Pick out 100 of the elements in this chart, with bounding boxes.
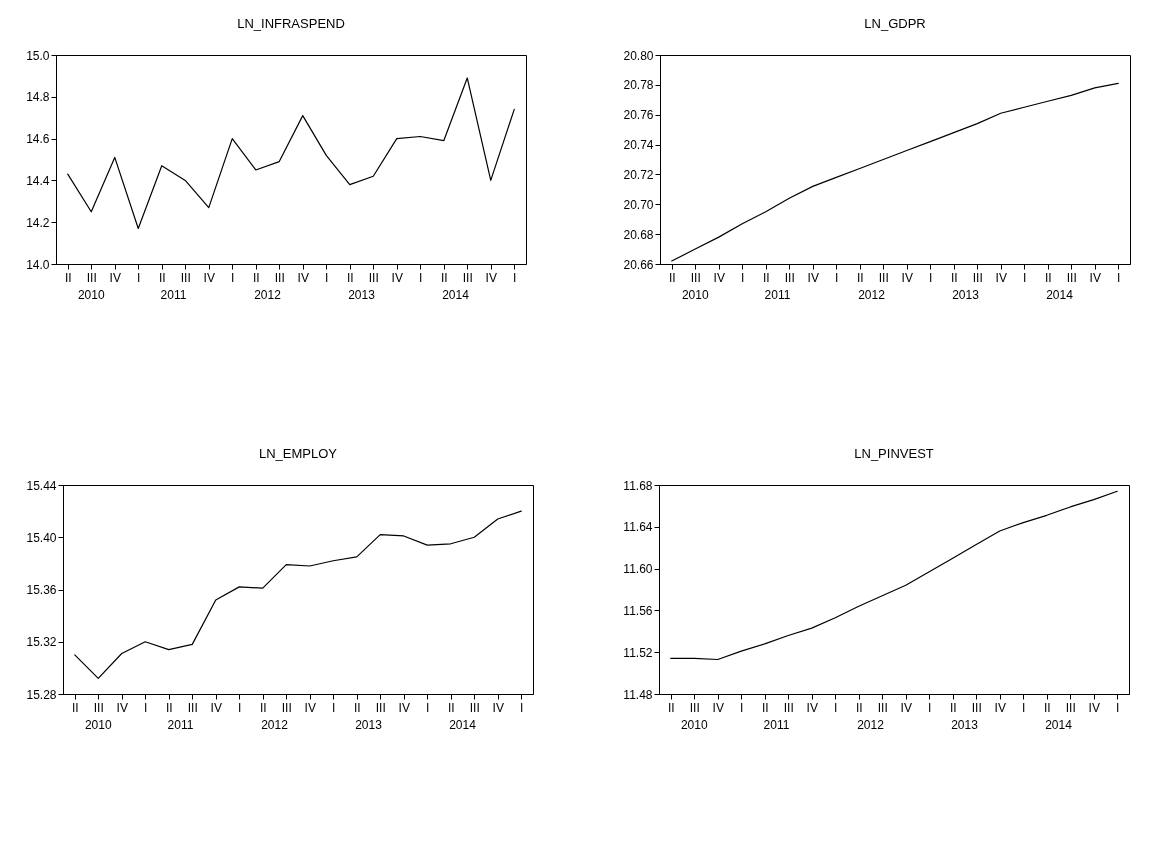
x-tick-label: III [689,700,700,715]
x-tick-label: I [740,700,744,715]
text: 2011 [764,288,791,302]
x-tick-label: II [762,270,770,285]
text: 2013 [952,288,980,302]
text: 2012 [261,718,289,732]
x-tick-label: IV [713,270,725,285]
x-tick-label: II [856,270,864,285]
x-tick-label: II [259,700,267,715]
x-tick-label: IV [901,270,913,285]
y-tick-label: 14.6 [26,132,50,147]
text: 2010 [680,718,708,732]
text: 2013 [348,288,376,302]
x-tick-label: III [375,700,386,715]
text: 2014 [1045,718,1073,732]
x-tick-label: III [783,700,794,715]
y-tick-label: 15.40 [26,530,57,545]
x-tick-label: I [137,270,141,285]
text: 2011 [167,718,194,732]
x-tick-label: IV [485,270,497,285]
y-tick-label: 20.66 [623,257,654,272]
x-tick-label: IV [203,270,215,285]
x-tick-label: II [71,700,79,715]
x-tick-label: IV [391,270,403,285]
x-tick-label: III [86,270,97,285]
x-tick-label: I [741,270,745,285]
y-tick-label: 20.80 [623,48,654,63]
x-tick-label: I [1116,700,1120,715]
chart-title: LN_EMPLOY [258,446,338,461]
x-tick-label: III [187,700,198,715]
chart-title: LN_GDPR [864,16,926,31]
line-series [74,510,522,679]
text: 2014 [1046,288,1074,302]
text: 2012 [254,288,282,302]
x-tick-label: III [93,700,104,715]
x-tick-label: I [1023,270,1027,285]
x-tick-label: III [1065,700,1076,715]
y-tick-label: 20.78 [623,78,654,93]
x-tick-label: I [231,270,235,285]
y-tick-label: 11.52 [623,645,653,660]
x-tick-label: IV [995,270,1007,285]
line-series [67,77,515,230]
x-tick-label: II [667,700,675,715]
y-tick-label: 20.70 [623,197,654,212]
x-tick-label: III [971,700,982,715]
x-tick-label: I [1117,270,1121,285]
x-tick-label: II [64,270,72,285]
text: 2013 [355,718,383,732]
text: 2013 [951,718,979,732]
x-tick-label: II [761,700,769,715]
x-tick-label: II [158,270,166,285]
x-tick-label: I [332,700,336,715]
x-tick-label: I [928,700,932,715]
x-tick-label: II [165,700,173,715]
y-tick-label: 11.56 [623,603,653,618]
x-tick-label: IV [304,700,316,715]
x-tick-label: III [784,270,795,285]
line-series [670,490,1118,661]
y-tick-label: 11.64 [623,520,653,535]
x-tick-label: III [878,270,889,285]
x-tick-label: IV [210,700,222,715]
x-tick-label: II [950,270,958,285]
x-tick-label: III [1066,270,1077,285]
x-tick-label: II [447,700,455,715]
y-tick-label: 20.72 [623,167,654,182]
y-tick-label: 14.2 [26,215,50,230]
x-tick-label: IV [116,700,128,715]
x-tick-label: IV [712,700,724,715]
x-tick-label: I [426,700,430,715]
x-tick-label: IV [297,270,309,285]
x-tick-label: II [346,270,354,285]
x-tick-label: II [1043,700,1051,715]
x-tick-label: I [929,270,933,285]
x-tick-label: IV [109,270,121,285]
x-tick-label: II [252,270,260,285]
x-tick-label: IV [1089,270,1101,285]
x-tick-label: II [440,270,448,285]
x-tick-label: IV [492,700,504,715]
chart-title: LN_INFRASPEND [237,16,345,31]
x-tick-label: IV [900,700,912,715]
y-tick-label: 20.68 [623,227,654,242]
y-tick-label: 15.32 [26,635,57,650]
x-tick-label: I [238,700,242,715]
x-tick-label: IV [806,700,818,715]
x-tick-label: I [834,700,838,715]
y-tick-label: 11.48 [623,687,653,702]
line-series [671,82,1119,262]
x-tick-label: III [690,270,701,285]
y-tick-label: 14.8 [26,90,50,105]
y-tick-label: 20.76 [623,108,654,123]
x-tick-label: III [274,270,285,285]
x-tick-label: III [368,270,379,285]
text: 2014 [442,288,470,302]
x-tick-label: IV [807,270,819,285]
x-tick-label: I [1022,700,1026,715]
x-tick-label: II [668,270,676,285]
x-tick-label: I [520,700,524,715]
y-tick-label: 11.60 [623,562,653,577]
x-tick-label: I [144,700,148,715]
x-tick-label: I [325,270,329,285]
